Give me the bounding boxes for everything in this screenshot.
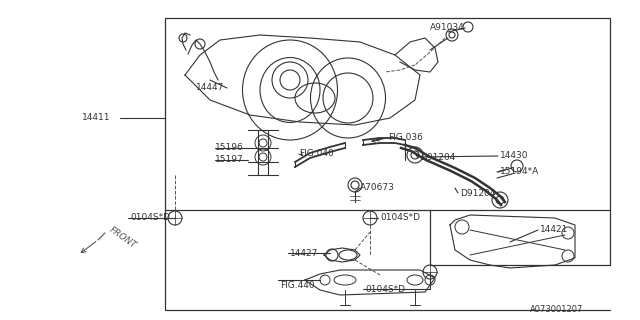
Text: 15197: 15197 [215,156,244,164]
Text: 14430: 14430 [500,151,529,161]
Text: FIG.036: FIG.036 [388,133,423,142]
Text: 0104S*D: 0104S*D [380,213,420,222]
Text: 15194*A: 15194*A [500,167,540,177]
Text: 14421: 14421 [540,226,568,235]
Text: 14411: 14411 [82,114,111,123]
Text: FIG.440: FIG.440 [280,282,315,291]
Text: FRONT: FRONT [108,226,138,251]
Text: 14427: 14427 [290,249,318,258]
Text: 15196: 15196 [215,143,244,153]
Text: A70673: A70673 [360,183,395,193]
Text: D91204: D91204 [420,154,456,163]
Text: A91034: A91034 [430,23,465,33]
Text: A073001207: A073001207 [530,305,584,314]
Text: D91204: D91204 [460,188,495,197]
Text: 0104S*D: 0104S*D [130,213,170,222]
Text: 14447: 14447 [196,84,225,92]
Text: 0104S*D: 0104S*D [365,284,405,293]
Bar [165,18,610,210]
Text: FIG.040: FIG.040 [299,148,333,157]
